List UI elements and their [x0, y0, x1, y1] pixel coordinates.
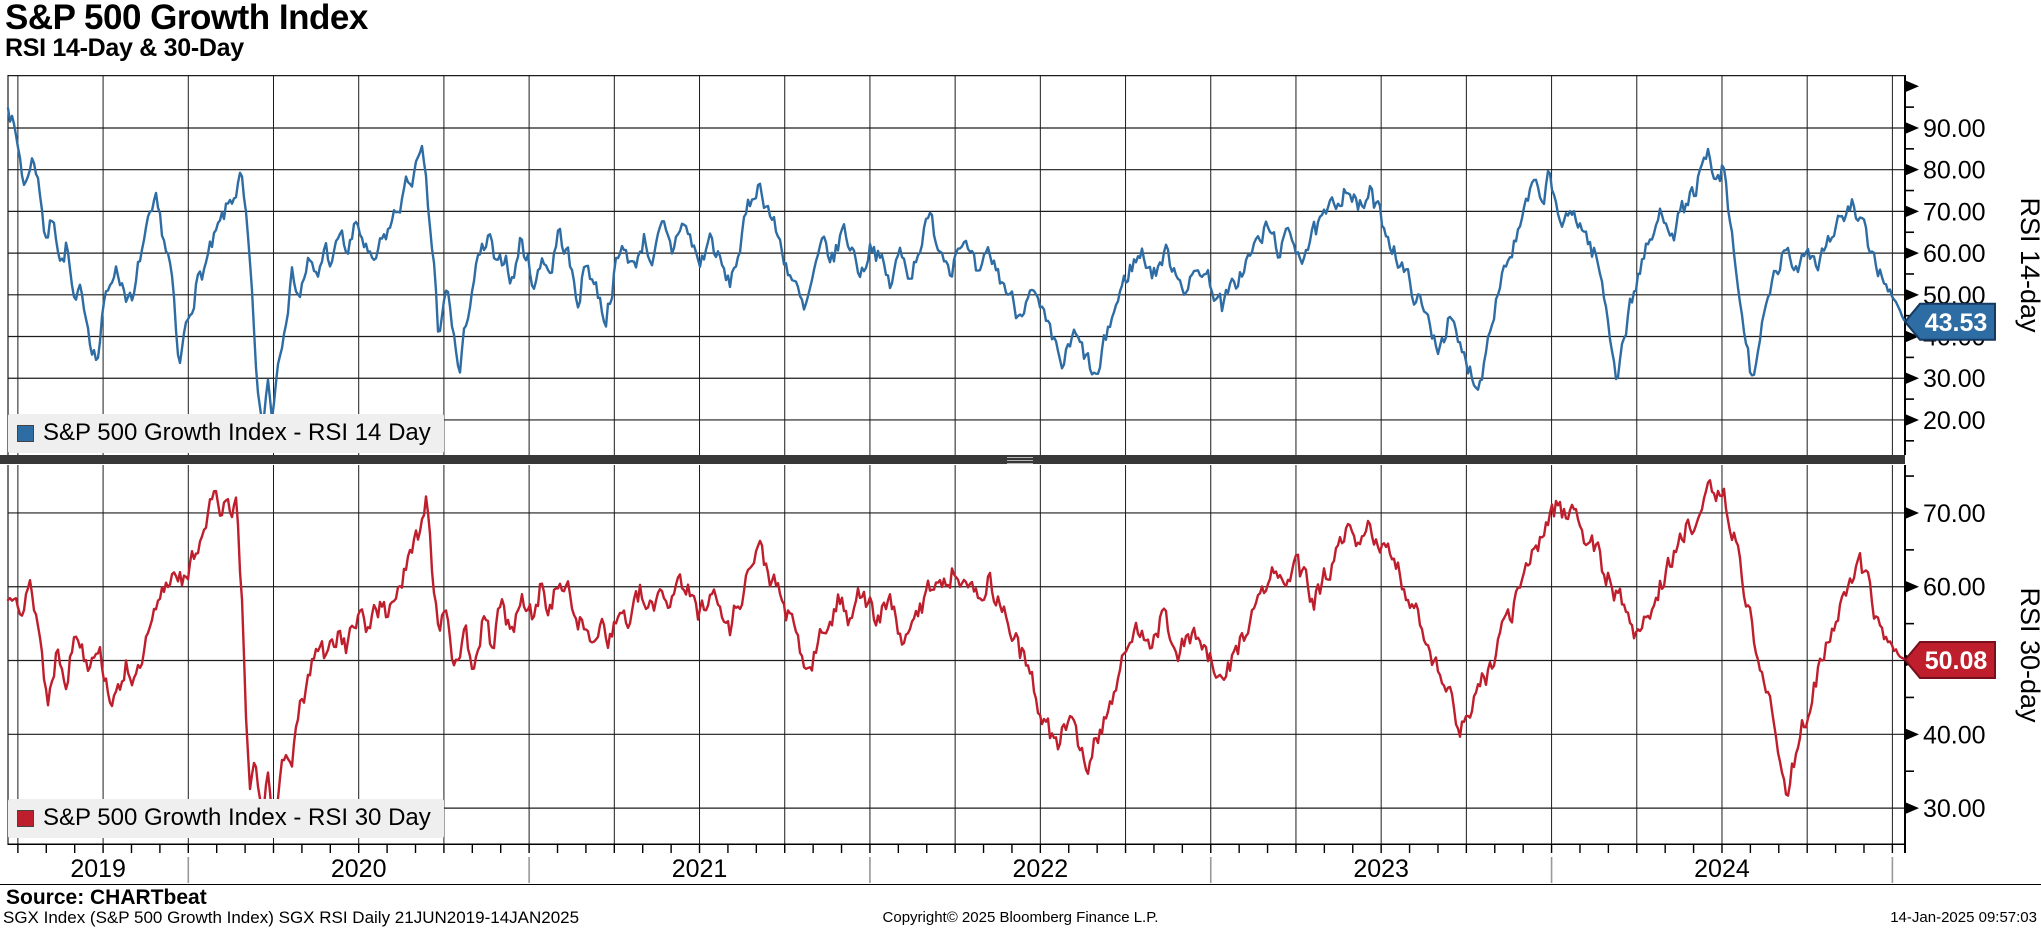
- legend-swatch-red-icon: [17, 809, 34, 827]
- tick-arrow: [1905, 728, 1919, 741]
- grid-lines: [7, 465, 1906, 845]
- tick-arrow: [1905, 205, 1919, 218]
- copyright-text: Copyright© 2025 Bloomberg Finance L.P.: [882, 909, 1159, 926]
- tick-label: 80.00: [1923, 157, 1986, 185]
- last-value-badge: [1903, 302, 1996, 341]
- tick-arrow: [1905, 80, 1919, 93]
- page-subtitle: RSI 14-Day & 30-Day: [5, 34, 244, 62]
- tick-arrow: [1905, 288, 1919, 301]
- tick-label: 30.00: [1923, 365, 1986, 393]
- timestamp-text: 14-Jan-2025 09:57:03: [1890, 909, 2037, 926]
- tick-arrow: [1905, 330, 1919, 343]
- tick-arrow: [1905, 580, 1919, 593]
- year-label: 2020: [331, 855, 387, 883]
- security-detail-text: SGX Index (S&P 500 Growth Index) SGX RSI…: [3, 908, 580, 927]
- tick-label: 30.00: [1923, 795, 1986, 823]
- source-text: Source: CHARTbeat: [6, 886, 207, 909]
- tick-arrow: [1905, 163, 1919, 176]
- legend-label: S&P 500 Growth Index - RSI 30 Day: [43, 804, 431, 831]
- year-label: 2021: [672, 855, 728, 883]
- legend-swatch-blue-icon: [17, 424, 34, 442]
- year-label: 2023: [1353, 855, 1409, 883]
- tick-label: 40.00: [1923, 721, 1986, 749]
- year-label: 2019: [70, 855, 126, 883]
- y-axis-title: RSI 14-day: [2015, 197, 2041, 333]
- tick-label: 60.00: [1923, 574, 1986, 602]
- year-label: 2024: [1694, 855, 1750, 883]
- legend-rsi-14-day[interactable]: S&P 500 Growth Index - RSI 14 Day: [8, 414, 444, 453]
- tick-arrow: [1905, 802, 1919, 815]
- tick-label: 60.00: [1923, 240, 1986, 268]
- tick-arrow: [1905, 372, 1919, 385]
- page-title: S&P 500 Growth Index: [5, 0, 368, 37]
- x-axis: 2019 2020 2021 2022 2023 2024: [17, 845, 1906, 883]
- last-value-badge: [1903, 640, 1996, 679]
- legend-label: S&P 500 Growth Index - RSI 14 Day: [43, 419, 431, 446]
- last-value-text: 50.08: [1925, 647, 1988, 675]
- splitter-grip-icon[interactable]: [1007, 457, 1033, 464]
- tick-arrow: [1905, 121, 1919, 134]
- tick-label: 90.00: [1923, 115, 1986, 143]
- tick-arrow: [1905, 247, 1919, 260]
- panel-splitter[interactable]: [0, 455, 1905, 464]
- grid-lines: [7, 75, 1906, 455]
- tick-label: 70.00: [1923, 198, 1986, 226]
- legend-rsi-30-day[interactable]: S&P 500 Growth Index - RSI 30 Day: [8, 799, 444, 838]
- tick-label: 70.00: [1923, 500, 1986, 528]
- tick-arrow: [1905, 413, 1919, 426]
- rsi-14-day-chart-panel[interactable]: 90.0080.0070.0060.0050.0040.0030.0020.00…: [0, 75, 2041, 455]
- series-line: [6, 479, 1906, 821]
- footer-divider: [0, 884, 2041, 885]
- last-value-text: 43.53: [1925, 309, 1988, 337]
- tick-label: 20.00: [1923, 407, 1986, 435]
- tick-arrow: [1905, 506, 1919, 519]
- y-axis-title: RSI 30-day: [2015, 587, 2041, 723]
- year-label: 2022: [1013, 855, 1069, 883]
- series-line: [6, 106, 1906, 423]
